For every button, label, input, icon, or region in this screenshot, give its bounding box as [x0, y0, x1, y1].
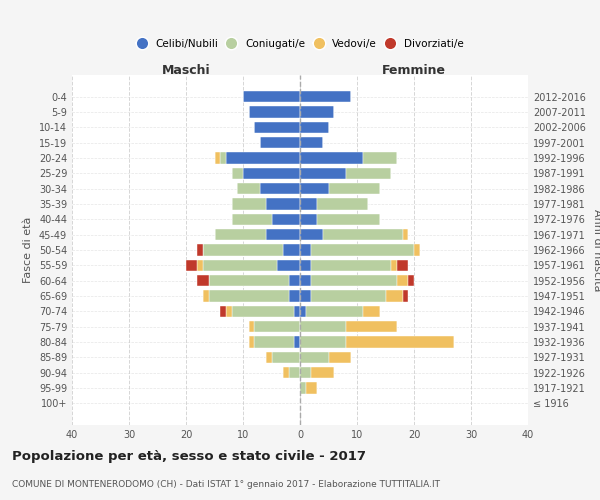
- Bar: [197, 275, 209, 286]
- Bar: [209, 275, 289, 286]
- Bar: [300, 367, 311, 378]
- Bar: [346, 168, 391, 179]
- Bar: [266, 198, 300, 209]
- Bar: [300, 106, 334, 118]
- Bar: [311, 290, 386, 302]
- Bar: [306, 382, 317, 394]
- Bar: [386, 290, 403, 302]
- Bar: [300, 244, 311, 256]
- Bar: [232, 306, 295, 317]
- Bar: [346, 321, 397, 332]
- Bar: [409, 275, 414, 286]
- Bar: [323, 229, 403, 240]
- Bar: [220, 306, 226, 317]
- Bar: [249, 321, 254, 332]
- Bar: [300, 306, 306, 317]
- Bar: [317, 198, 368, 209]
- Bar: [249, 336, 254, 348]
- Bar: [362, 306, 380, 317]
- Bar: [317, 214, 380, 225]
- Bar: [329, 352, 352, 363]
- Bar: [289, 367, 300, 378]
- Bar: [300, 183, 329, 194]
- Bar: [300, 122, 329, 133]
- Text: Popolazione per età, sesso e stato civile - 2017: Popolazione per età, sesso e stato civil…: [12, 450, 366, 463]
- Bar: [300, 336, 346, 348]
- Bar: [215, 152, 220, 164]
- Bar: [289, 290, 300, 302]
- Bar: [238, 183, 260, 194]
- Bar: [306, 306, 362, 317]
- Bar: [403, 290, 409, 302]
- Bar: [311, 244, 414, 256]
- Bar: [243, 91, 300, 102]
- Bar: [277, 260, 300, 271]
- Bar: [260, 137, 300, 148]
- Bar: [260, 183, 300, 194]
- Y-axis label: Fasce di età: Fasce di età: [23, 217, 33, 283]
- Bar: [271, 214, 300, 225]
- Bar: [300, 352, 329, 363]
- Legend: Celibi/Nubili, Coniugati/e, Vedovi/e, Divorziati/e: Celibi/Nubili, Coniugati/e, Vedovi/e, Di…: [132, 34, 468, 53]
- Bar: [300, 168, 346, 179]
- Bar: [300, 91, 352, 102]
- Bar: [254, 336, 295, 348]
- Bar: [254, 321, 300, 332]
- Bar: [232, 214, 271, 225]
- Bar: [391, 260, 397, 271]
- Bar: [300, 152, 362, 164]
- Bar: [329, 183, 380, 194]
- Bar: [283, 367, 289, 378]
- Y-axis label: Anni di nascita: Anni di nascita: [592, 209, 600, 291]
- Bar: [197, 260, 203, 271]
- Bar: [403, 229, 409, 240]
- Bar: [203, 290, 209, 302]
- Bar: [300, 137, 323, 148]
- Bar: [300, 229, 323, 240]
- Bar: [300, 275, 311, 286]
- Bar: [266, 229, 300, 240]
- Text: COMUNE DI MONTENERODOMO (CH) - Dati ISTAT 1° gennaio 2017 - Elaborazione TUTTITA: COMUNE DI MONTENERODOMO (CH) - Dati ISTA…: [12, 480, 440, 489]
- Bar: [362, 152, 397, 164]
- Bar: [300, 260, 311, 271]
- Bar: [232, 168, 243, 179]
- Bar: [397, 275, 408, 286]
- Bar: [346, 336, 454, 348]
- Bar: [203, 260, 277, 271]
- Bar: [300, 321, 346, 332]
- Bar: [209, 290, 289, 302]
- Text: Maschi: Maschi: [161, 64, 211, 76]
- Bar: [300, 382, 306, 394]
- Bar: [226, 152, 300, 164]
- Bar: [243, 168, 300, 179]
- Bar: [266, 352, 271, 363]
- Bar: [226, 306, 232, 317]
- Bar: [249, 106, 300, 118]
- Bar: [271, 352, 300, 363]
- Bar: [203, 244, 283, 256]
- Bar: [311, 260, 391, 271]
- Bar: [289, 275, 300, 286]
- Bar: [254, 122, 300, 133]
- Bar: [283, 244, 300, 256]
- Bar: [186, 260, 197, 271]
- Bar: [232, 198, 266, 209]
- Bar: [295, 336, 300, 348]
- Bar: [397, 260, 408, 271]
- Bar: [197, 244, 203, 256]
- Bar: [311, 275, 397, 286]
- Bar: [311, 367, 334, 378]
- Bar: [300, 214, 317, 225]
- Bar: [220, 152, 226, 164]
- Bar: [300, 290, 311, 302]
- Bar: [300, 198, 317, 209]
- Bar: [215, 229, 266, 240]
- Bar: [414, 244, 420, 256]
- Text: Femmine: Femmine: [382, 64, 446, 76]
- Bar: [295, 306, 300, 317]
